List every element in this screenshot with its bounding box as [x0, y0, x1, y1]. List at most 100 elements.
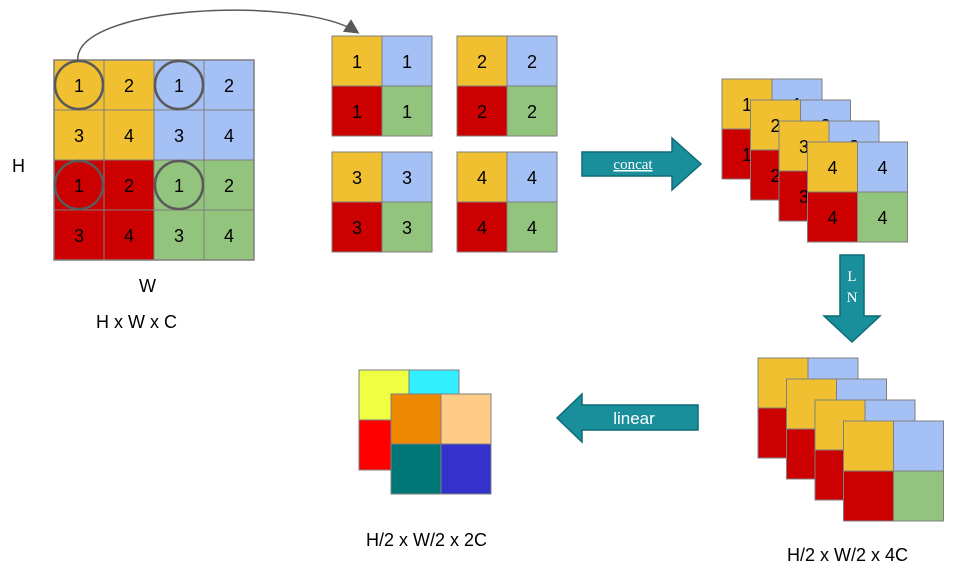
stack-layer	[843, 420, 944, 522]
label-h: H	[12, 156, 25, 176]
patch-cell	[331, 35, 383, 87]
linear-arrow: linear	[555, 392, 699, 444]
patch-cell-label: 1	[352, 52, 362, 72]
input-cell-label: 3	[74, 226, 84, 246]
stack-layer: 4 4 4 4	[807, 141, 908, 243]
input-cell	[103, 59, 155, 111]
input-cell-label: 1	[74, 76, 84, 96]
patches: 1 1 1 1 2 2 2 2 3 3 3 3 4 4 4 4	[331, 35, 558, 253]
patch-cell-label: 2	[527, 102, 537, 122]
patch-cell-label: 3	[352, 218, 362, 238]
input-cell	[203, 159, 255, 211]
stack-cell	[893, 420, 944, 472]
stack-cell-label: 4	[877, 158, 887, 178]
stack-cell-label: 2	[770, 166, 780, 186]
input-cell-label: 4	[224, 126, 234, 146]
patch-cell	[331, 201, 383, 253]
input-cell	[203, 209, 255, 261]
patch-cell	[331, 85, 383, 137]
caption-input: H x W x C	[96, 312, 177, 332]
selection-circle	[53, 59, 105, 111]
input-cell	[103, 109, 155, 161]
input-cell-label: 4	[224, 226, 234, 246]
patch-cell-label: 1	[352, 102, 362, 122]
stack-cell-label: 3	[799, 137, 809, 157]
patch-cell-label: 3	[402, 218, 412, 238]
selection-circle	[53, 159, 105, 211]
input-cell-label: 3	[174, 226, 184, 246]
stack-cell	[857, 141, 908, 193]
patch-cell-label: 2	[477, 52, 487, 72]
ln-label-n: N	[847, 290, 858, 306]
input-cell-label: 1	[174, 176, 184, 196]
patch-cell-label: 4	[477, 168, 487, 188]
output-cell	[440, 393, 492, 445]
stack-cell-label: 1	[742, 95, 752, 115]
input-cell-label: 4	[124, 226, 134, 246]
patch-cell-label: 2	[477, 102, 487, 122]
patch-cell-label: 4	[527, 218, 537, 238]
patch-cell	[381, 35, 433, 87]
input-cell-label: 4	[124, 126, 134, 146]
input-cell-label: 1	[74, 176, 84, 196]
selection-circle	[153, 159, 205, 211]
patch-cell-label: 4	[477, 218, 487, 238]
stack-cell	[843, 420, 894, 472]
concat-arrow: concat	[581, 136, 703, 192]
ln-label-l: L	[847, 269, 856, 285]
caption-2c: H/2 x W/2 x 2C	[366, 530, 487, 550]
stack-cell-label: 2	[770, 116, 780, 136]
output-stack	[358, 369, 492, 495]
stack-cell-label: 4	[827, 208, 837, 228]
stack-cell-label: 1	[742, 145, 752, 165]
input-cell	[203, 109, 255, 161]
patch-cell	[506, 151, 558, 203]
input-cell-label: 2	[124, 76, 134, 96]
patch-cell	[331, 151, 383, 203]
patch-2: 2 2 2 2	[456, 35, 558, 137]
input-cell	[103, 159, 155, 211]
patch-cell-label: 1	[402, 102, 412, 122]
patch-cell-label: 2	[527, 52, 537, 72]
input-cell-label: 1	[174, 76, 184, 96]
patch-cell-label: 3	[402, 168, 412, 188]
linear-label: linear	[613, 409, 655, 428]
patch-cell	[506, 35, 558, 87]
caption-4c: H/2 x W/2 x 4C	[787, 545, 908, 565]
output-cell	[390, 443, 442, 495]
input-cell-label: 2	[124, 176, 134, 196]
patch-cell	[506, 85, 558, 137]
stack-cell-label: 4	[827, 158, 837, 178]
patch-3: 3 3 3 3	[331, 151, 433, 253]
input-cell-label: 3	[74, 126, 84, 146]
input-cell	[103, 209, 155, 261]
input-cell-label: 2	[224, 76, 234, 96]
stack-cell-label: 3	[799, 187, 809, 207]
stack-cell	[857, 191, 908, 243]
ln-stack	[757, 357, 944, 522]
patch-cell	[381, 201, 433, 253]
patch-cell	[456, 35, 508, 87]
stack-cell-label: 4	[877, 208, 887, 228]
input-cell-label: 2	[224, 176, 234, 196]
patch-cell	[381, 85, 433, 137]
concat-label: concat	[613, 157, 653, 173]
patch-cell-label: 1	[402, 52, 412, 72]
input-cell-label: 3	[174, 126, 184, 146]
input-grid: 1 2 1 2 3 4 3 4 1 2 1 2 3 4 3 4	[53, 59, 255, 261]
output-cell	[390, 393, 442, 445]
patch-cell	[456, 201, 508, 253]
patch-cell-label: 3	[352, 168, 362, 188]
patch-4: 4 4 4 4	[456, 151, 558, 253]
patch-cell	[506, 201, 558, 253]
stack-cell	[893, 470, 944, 522]
patch-1: 1 1 1 1	[331, 35, 433, 137]
patch-cell-label: 4	[527, 168, 537, 188]
curved-arrow	[77, 9, 360, 63]
patch-cell	[456, 85, 508, 137]
stack-cell	[843, 470, 894, 522]
ln-arrow: L N	[822, 254, 882, 344]
output-cell	[440, 443, 492, 495]
